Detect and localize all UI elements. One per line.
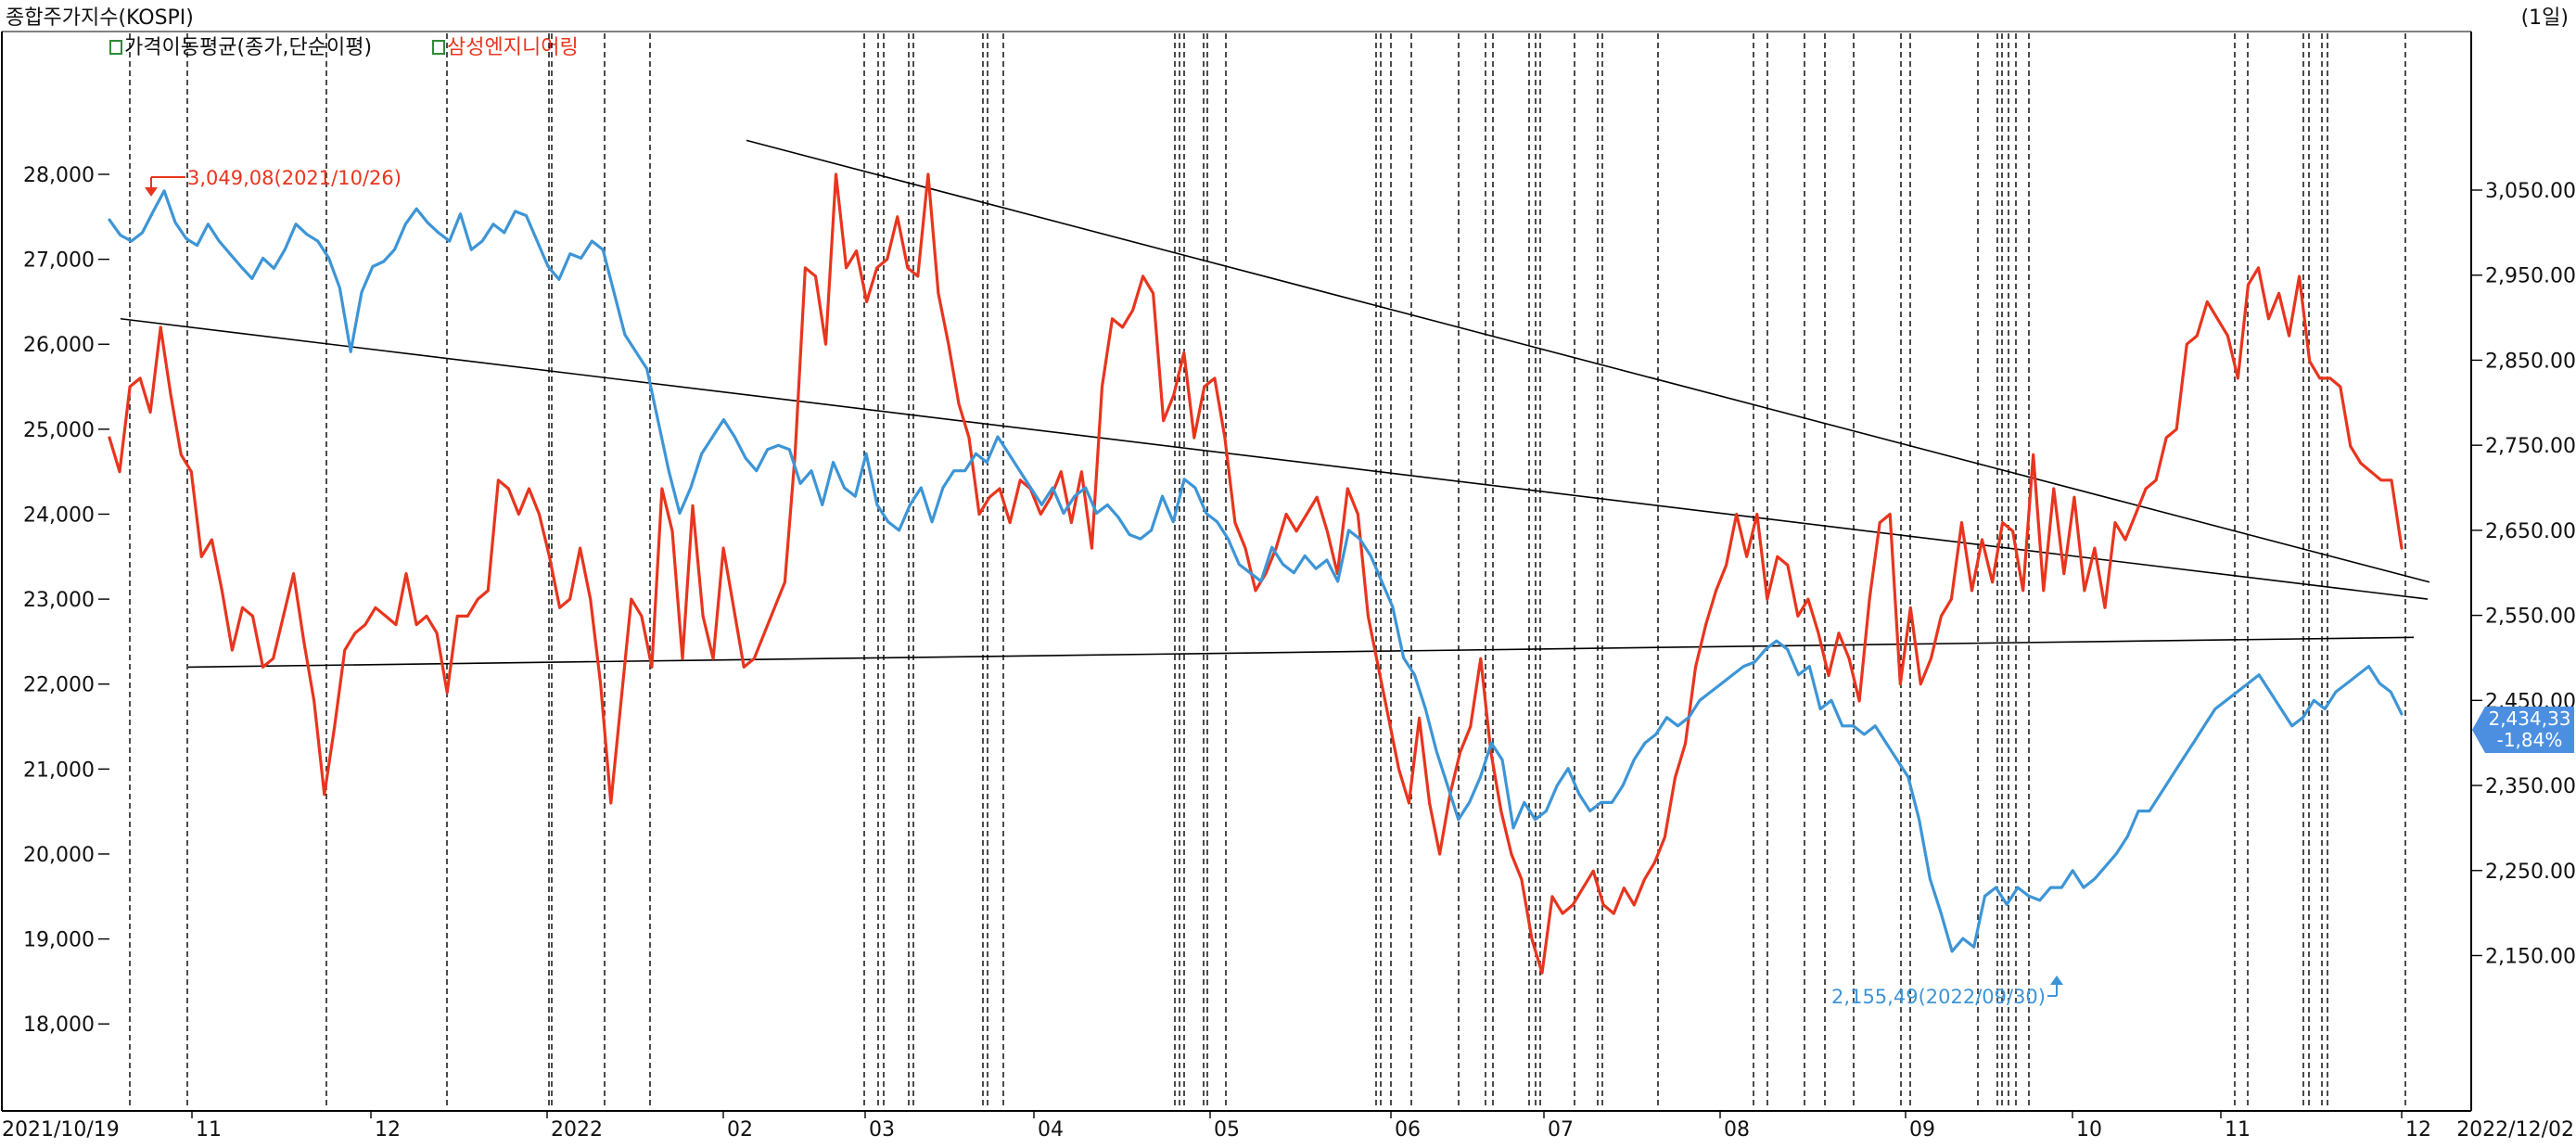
legend-label-samsung-engineering: 삼성엔지니어링	[447, 36, 579, 59]
trendline	[746, 139, 2430, 583]
annotation-high: 3,049,08(2021/10/26)	[187, 167, 402, 189]
series-line-kospi	[108, 189, 2404, 953]
x-axis-start-date: 2021/10/19	[2, 1118, 120, 1142]
x-axis-tick-label: 11	[196, 1118, 222, 1142]
annotation-arrow-high	[145, 187, 158, 197]
annotation-low: 2,155,49(2022/09/30)	[1831, 986, 2046, 1008]
x-axis-tick-label: 02	[727, 1118, 753, 1142]
annotations: 3,049,08(2021/10/26) 2,155,49(2022/09/30)	[145, 167, 2063, 1008]
right-axis-tick-label: 2,250.00	[2485, 861, 2576, 884]
x-axis-tick-label: 09	[1909, 1118, 1935, 1142]
right-axis-tick-label: 2,850.00	[2485, 350, 2576, 373]
chart-title: 종합주가지수(KOSPI)	[6, 6, 194, 30]
x-axis-tick-label: 11	[2225, 1118, 2251, 1142]
trendlines	[120, 139, 2430, 669]
left-axis-tick-label: 28,000	[23, 164, 95, 187]
right-axis-tick-label: 2,150.00	[2485, 945, 2576, 968]
x-axis-tick-label: 04	[1038, 1118, 1064, 1142]
legend: 가격이동평균(종가,단순이평) 삼성엔지니어링	[109, 36, 579, 59]
left-axis-tick-label: 21,000	[23, 759, 95, 782]
x-axis-tick-label: 12	[375, 1118, 401, 1142]
right-axis-tick-label: 3,050.00	[2485, 180, 2576, 203]
x-axis-tick-label: 08	[1724, 1118, 1750, 1142]
period-label: (1일)	[2521, 6, 2569, 30]
annotation-arrow-low	[2050, 976, 2063, 985]
trendline	[187, 636, 2415, 669]
left-axis-tick-label: 19,000	[23, 929, 95, 952]
x-axis-tick-label: 07	[1548, 1118, 1574, 1142]
x-axis-tick-label: 06	[1395, 1118, 1421, 1142]
right-axis-tick-label: 2,650.00	[2485, 520, 2576, 543]
left-axis-tick-label: 24,000	[23, 504, 95, 527]
x-axis-tick-label: 05	[1214, 1118, 1240, 1142]
right-index-axis: 3,050.00 2,950.00 2,850.00 2,750.00 2,650.00…	[2471, 180, 2576, 968]
plot-frame	[1, 31, 2472, 1112]
last-price-badge-shape	[2472, 707, 2574, 753]
left-price-axis: 28,000 27,000 26,000 25,000 24,000 23,000 22,0…	[23, 164, 109, 1037]
legend-marker-moving-average[interactable]	[109, 40, 122, 55]
left-axis-tick-label: 18,000	[23, 1014, 95, 1037]
right-axis-tick-label: 2,350.00	[2485, 775, 2576, 798]
event-marker-lines	[129, 33, 2406, 1109]
last-price-badge-text: -1,84%	[2497, 729, 2563, 751]
left-axis-tick-label: 25,000	[23, 419, 95, 442]
last-price-badge-text: 2,434,33	[2488, 708, 2570, 730]
right-axis-tick-label: 2,750.00	[2485, 435, 2576, 458]
x-axis-tick-label: 10	[2076, 1118, 2102, 1142]
left-axis-tick-label: 23,000	[23, 589, 95, 612]
date-axis: 2021/10/19 2022/12/02 11 12 2022 02 03 04 05 06 07…	[2, 1111, 2574, 1142]
left-axis-tick-label: 27,000	[23, 249, 95, 273]
left-axis-tick-label: 22,000	[23, 674, 95, 697]
x-axis-tick-label: 03	[869, 1118, 895, 1142]
x-axis-end-date: 2022/12/02	[2456, 1118, 2574, 1142]
series-lines	[108, 172, 2404, 975]
legend-marker-samsung-engineering[interactable]	[432, 40, 445, 55]
x-axis-tick-label: 12	[2405, 1118, 2431, 1142]
left-axis-tick-label: 20,000	[23, 844, 95, 867]
last-price-badge: 2,434,33-1,84%	[2472, 707, 2574, 753]
right-axis-tick-label: 2,950.00	[2485, 265, 2576, 288]
x-axis-tick-label: 2022	[551, 1118, 603, 1142]
legend-label-moving-average: 가격이동평균(종가,단순이평)	[124, 36, 372, 59]
trendline	[120, 317, 2429, 600]
left-axis-tick-label: 26,000	[23, 334, 95, 357]
right-axis-tick-label: 2,550.00	[2485, 606, 2576, 629]
series-line-samsung-engineering	[108, 172, 2404, 975]
